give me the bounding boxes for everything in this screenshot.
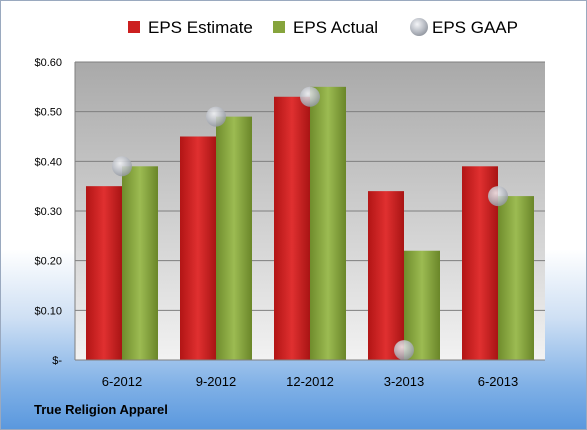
gaap-point xyxy=(112,156,132,177)
x-tick-label: 6-2012 xyxy=(102,374,142,389)
bar-eps-actual xyxy=(216,116,252,360)
bar-eps-estimate xyxy=(368,191,404,360)
gaap-point xyxy=(488,186,508,207)
y-tick-label: $0.50 xyxy=(34,107,62,119)
x-tick-label: 3-2013 xyxy=(384,374,424,389)
y-tick-label: $0.10 xyxy=(34,305,62,317)
gaap-point xyxy=(206,106,226,127)
y-tick-label: $0.40 xyxy=(34,156,62,168)
legend-swatch xyxy=(273,21,285,33)
legend: EPS Estimate EPS Actual EPS GAAP xyxy=(128,18,518,37)
x-tick-label: 9-2012 xyxy=(196,374,236,389)
x-tick-label: 6-2013 xyxy=(478,374,518,389)
bar-eps-estimate xyxy=(180,136,216,360)
x-tick-label: 12-2012 xyxy=(286,374,334,389)
source-label: True Religion Apparel xyxy=(34,402,168,417)
bar-eps-actual xyxy=(310,86,346,360)
y-tick-label: $0.20 xyxy=(34,256,62,268)
bar-eps-estimate xyxy=(274,96,310,361)
bar-eps-actual xyxy=(498,196,534,360)
bar-eps-actual xyxy=(404,250,440,360)
axes: $- $0.10 $0.20 $0.30 $0.40 $0.50 $0.60 6-2012 9-… xyxy=(34,57,545,389)
y-tick-label: $0.30 xyxy=(34,206,62,218)
gaap-point xyxy=(394,340,414,361)
legend-swatch xyxy=(128,21,140,33)
y-tick-label: $- xyxy=(52,355,62,367)
bar-eps-actual xyxy=(122,166,158,360)
bar-eps-estimate xyxy=(86,186,122,360)
legend-swatch xyxy=(410,18,428,36)
legend-label: EPS Estimate xyxy=(148,18,253,37)
legend-label: EPS GAAP xyxy=(432,18,518,37)
gaap-point xyxy=(300,86,320,107)
legend-label: EPS Actual xyxy=(293,18,378,37)
gaap-points xyxy=(112,86,508,361)
bars xyxy=(86,86,534,361)
y-tick-label: $0.60 xyxy=(34,57,62,69)
